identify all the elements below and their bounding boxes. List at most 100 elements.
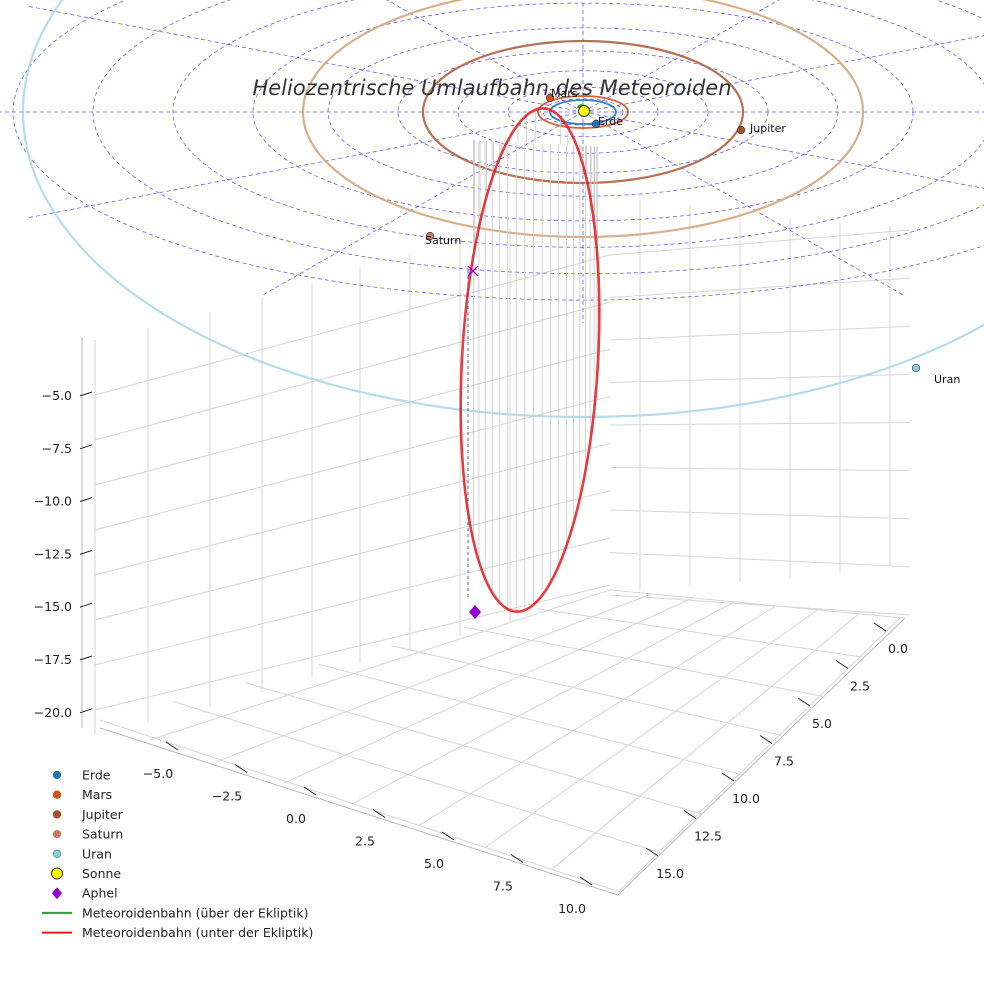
legend-label: Uran <box>82 846 112 861</box>
y-tick-label: 0.0 <box>888 641 908 656</box>
grid-line <box>609 467 911 472</box>
grid-line <box>216 593 652 762</box>
orbit-saturn <box>301 0 865 239</box>
y-tick-mark <box>835 660 849 669</box>
x-tick-label: −5.0 <box>143 766 173 781</box>
legend-label: Jupiter <box>81 807 124 822</box>
grid-line <box>609 277 911 298</box>
x-tick-mark <box>510 854 524 863</box>
grid-line <box>418 605 776 827</box>
ecliptic-grid <box>0 0 984 324</box>
ecliptic-spoke <box>582 111 904 296</box>
chart-title: Heliozentrische Umlaufbahn des Meteoroid… <box>252 76 731 100</box>
legend-marker <box>52 810 62 819</box>
aphel-projection-marker <box>467 265 479 277</box>
y-tick-mark <box>645 847 659 857</box>
y-tick-label: 7.5 <box>774 754 794 769</box>
planet-jupiter <box>736 125 746 135</box>
y-tick-mark <box>797 697 811 707</box>
z-tick-label: −10.0 <box>34 494 72 509</box>
x-tick-mark <box>165 741 179 751</box>
grid-line <box>94 490 611 621</box>
orbit-mars <box>537 95 629 129</box>
z-tick-mark <box>79 497 93 503</box>
planet-erde <box>591 119 601 129</box>
orbit-jupiter <box>421 39 745 185</box>
grid-line <box>537 608 863 658</box>
ecliptic-spoke <box>28 6 584 113</box>
ecliptic-ring <box>457 70 709 154</box>
x-tick-label: 7.5 <box>493 879 513 894</box>
z-tick-mark <box>79 444 93 450</box>
z-tick-mark <box>79 602 93 608</box>
y-tick-mark <box>683 810 697 819</box>
grid-line <box>94 395 611 531</box>
legend-marker <box>52 887 62 900</box>
orbit-uran <box>22 0 984 419</box>
grid-line <box>619 617 901 891</box>
z-tick-label: −15.0 <box>34 599 72 614</box>
y-tick-label: 15.0 <box>656 866 684 881</box>
grid-line <box>552 613 859 869</box>
z-tick-mark <box>79 655 93 661</box>
x-tick-mark <box>303 786 317 796</box>
grid-line <box>609 509 911 520</box>
aphel-marker <box>469 605 481 619</box>
x-tick-label: 2.5 <box>355 834 375 849</box>
legend-label: Sonne <box>82 866 121 881</box>
ecliptic-spoke <box>582 0 780 113</box>
legend-marker <box>52 790 62 799</box>
planet-mars <box>545 93 555 103</box>
ecliptic-ring <box>92 0 984 275</box>
sun-marker <box>578 105 590 117</box>
ecliptic-ring <box>12 0 984 301</box>
x-tick-label: −2.5 <box>212 789 242 804</box>
legend-marker <box>52 849 62 858</box>
grid-line <box>609 422 911 426</box>
legend-label: Aphel <box>82 886 118 901</box>
legend-label: Meteoroidenbahn (über der Ekliptik) <box>82 905 308 920</box>
z-tick-mark <box>79 708 93 714</box>
x-tick-mark <box>579 876 593 886</box>
planet-label: Saturn <box>425 234 461 247</box>
y-tick-label: 12.5 <box>694 829 722 844</box>
legend: Erde Mars Jupiter Saturn Uran Sonne Aphel Meteo… <box>42 768 313 940</box>
z-tick-label: −12.5 <box>34 546 72 561</box>
planet-uran <box>911 363 921 373</box>
grid-line <box>485 609 818 848</box>
meteoroid-path-below <box>459 107 601 613</box>
orbit-drop-lines <box>467 109 598 612</box>
grid-line <box>609 373 911 383</box>
meteoroid-path <box>459 104 601 613</box>
y-axis-line <box>617 617 906 896</box>
grid-line <box>609 552 911 568</box>
grid-line <box>464 626 823 697</box>
planet-label: Erde <box>598 115 623 128</box>
grid-line <box>245 682 701 815</box>
y-tick-label: 5.0 <box>812 716 832 731</box>
ecliptic-ring <box>507 86 659 138</box>
legend-label: Erde <box>82 768 111 783</box>
grid-line <box>172 700 661 854</box>
ecliptic-ring <box>542 98 624 126</box>
x-axis-line <box>99 727 619 896</box>
grid-line <box>94 443 611 576</box>
grid-line <box>99 719 621 893</box>
point-markers: Erde Mars Jupiter Saturn Uran <box>425 87 960 619</box>
y-tick-mark <box>759 735 773 744</box>
grid-line <box>284 597 694 784</box>
grid-line <box>318 663 742 776</box>
planet-label: Uran <box>934 373 960 386</box>
grid-line <box>609 589 904 619</box>
ecliptic-spoke <box>386 0 584 113</box>
y-tick-label: 2.5 <box>850 679 870 694</box>
x-tick-label: 5.0 <box>424 856 444 871</box>
z-tick-label: −7.5 <box>42 441 72 456</box>
x-tick-label: 10.0 <box>558 901 586 916</box>
ecliptic-spoke <box>28 111 584 218</box>
orbit-erde <box>549 99 617 125</box>
legend-marker <box>52 829 62 839</box>
grid-line <box>609 229 911 256</box>
planet-orbits <box>22 0 984 419</box>
planet-saturn <box>425 231 435 241</box>
